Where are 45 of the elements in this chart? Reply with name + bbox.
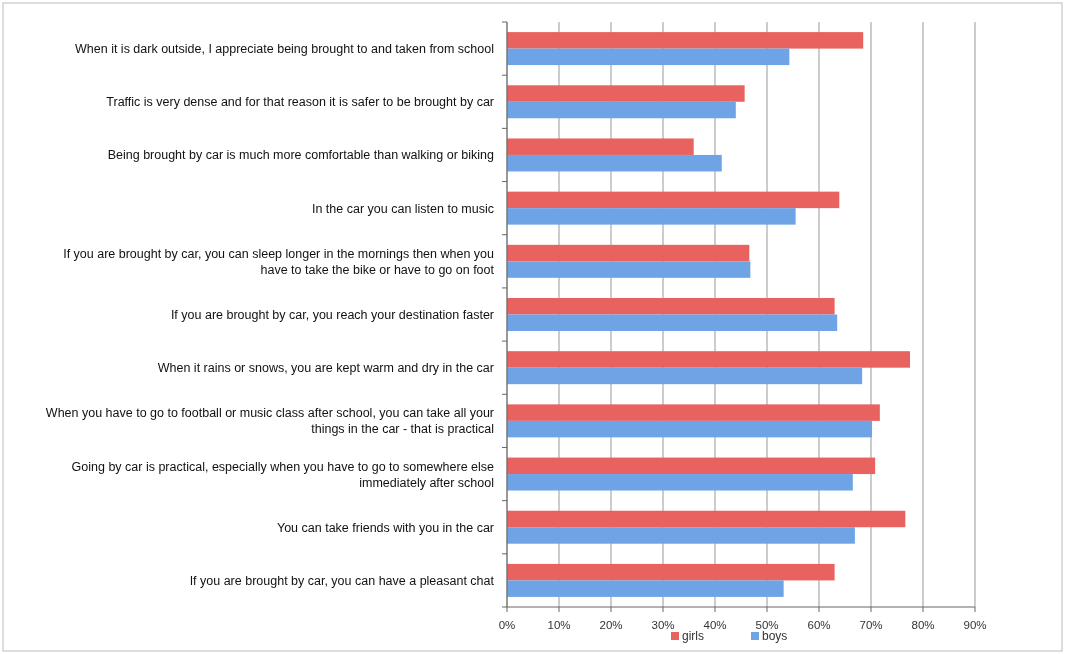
bar (507, 138, 694, 155)
bar (507, 261, 751, 278)
bar (507, 351, 910, 368)
bar (507, 32, 864, 49)
y-tick-label: If you are brought by car, you can have a pleasant chat (189, 573, 495, 588)
bar (507, 314, 838, 331)
legend-label: boys (762, 629, 788, 643)
x-tick-label: 70% (859, 619, 883, 631)
y-tick-label: When it rains or snows, you are kept warm and dry in the car (157, 361, 494, 376)
x-tick-label: 30% (651, 619, 675, 631)
y-tick-label: When you have to go to football or music class after school, you can take all your things in the car - that is practical (45, 406, 494, 437)
y-tick-label: If you are brought by car, you reach your destination faster (170, 308, 494, 322)
bar (507, 420, 873, 438)
x-tick-label: 80% (911, 619, 935, 631)
y-tick-label: If you are brought by car, you can sleep longer in the mornings then when you have to take the bike or have to go on foot (63, 246, 495, 277)
bar (507, 191, 840, 209)
bar (507, 474, 853, 491)
y-tick-label: When it is dark outside, I appreciate being brought to and taken from school (75, 42, 494, 57)
y-tick-label: In the car you can listen to music (311, 201, 494, 216)
bar (507, 208, 796, 225)
x-tick-label: 50% (755, 619, 779, 631)
legend-label: girls (682, 629, 705, 643)
x-tick-label: 20% (599, 619, 623, 631)
bar (507, 298, 835, 315)
bar (507, 527, 855, 544)
bar (507, 563, 835, 581)
bar (507, 48, 790, 66)
bar (507, 457, 876, 475)
bar (507, 154, 722, 172)
bar (507, 510, 906, 528)
y-tick-label: Traffic is very dense and for that reason it is safer to be brought by car (106, 95, 494, 110)
x-tick-label: 10% (547, 619, 571, 631)
y-tick-label: Being brought by car is much more comfortable than walking or biking (107, 148, 495, 163)
x-tick-label: 0% (498, 619, 516, 631)
x-tick-label: 40% (703, 619, 727, 631)
bar (507, 85, 745, 102)
bar (507, 244, 750, 262)
y-tick-label: You can take friends with you in the car (276, 520, 494, 535)
y-tick-label: Going by car is practical, especially when you have to go to somewhere else immediately after school (71, 459, 495, 490)
x-tick-label: 60% (807, 619, 831, 631)
bar (507, 367, 863, 385)
x-tick-label: 90% (963, 619, 987, 631)
bar (507, 580, 784, 597)
bar (507, 101, 736, 119)
bar (507, 404, 880, 421)
